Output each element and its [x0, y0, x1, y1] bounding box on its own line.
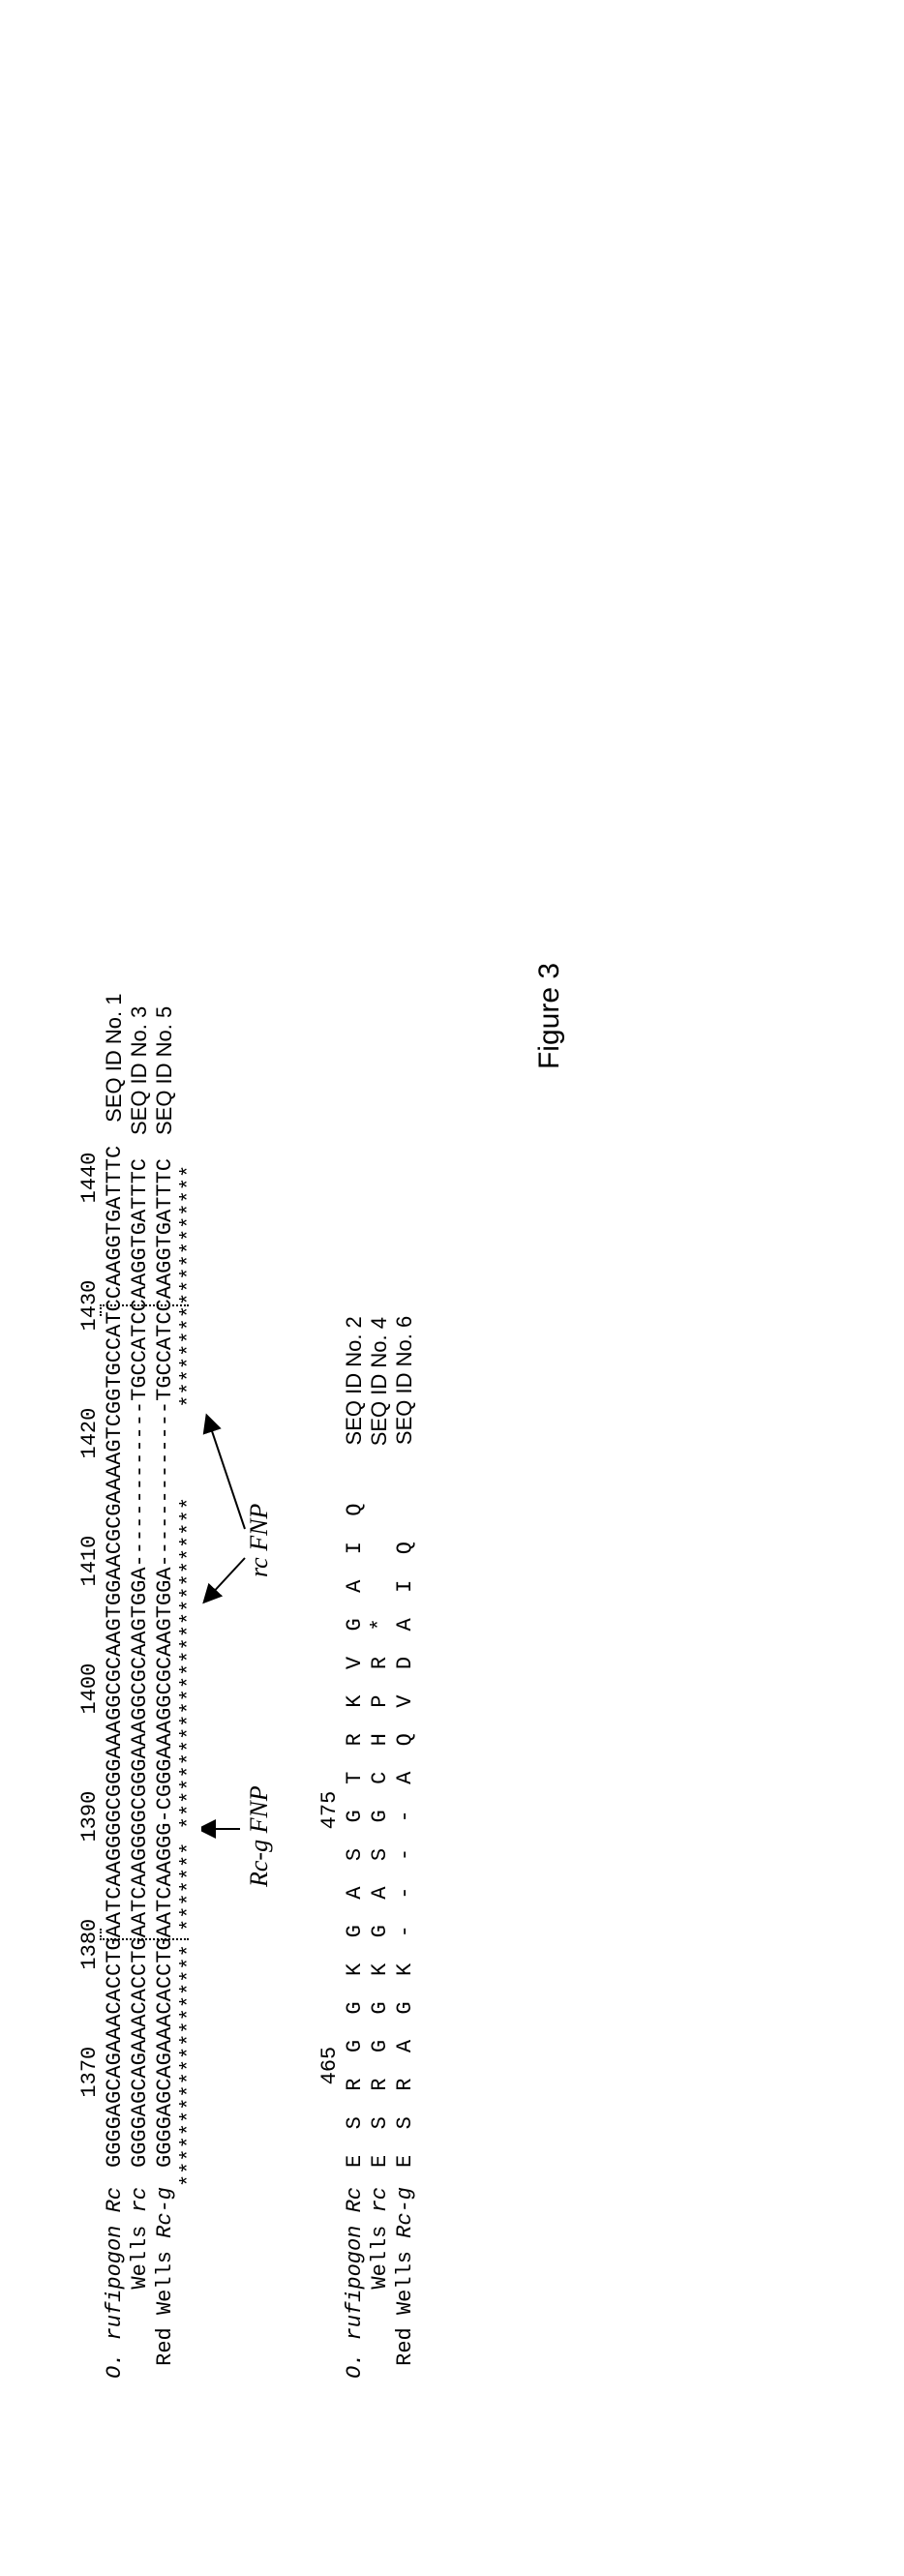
nt-position-ruler: 1370 1380 1390 1400 1410 1420 1430 1440 — [77, 97, 102, 2187]
nt-label-wells: Wells rc — [128, 2168, 152, 2419]
figure-caption: Figure 3 — [533, 97, 566, 1935]
aa-position-ruler: 465 475 — [317, 97, 342, 2187]
nt-row-wells: Wells rc GGGGAGCAGAAACACCTGAATCAAGGGGCGG… — [127, 97, 152, 2419]
nt-seq-rufipogon: GGGGAGCAGAAACACCTGAATCAAGGGGCGGGAAAGGCGC… — [103, 1146, 127, 2168]
aa-row-redwells: Red Wells Rc-g E S R A G K - - - - A Q V… — [392, 97, 417, 2419]
seqid-2: SEQ ID No. 2 — [342, 1316, 367, 1503]
nt-label-rufipogon: O. rufipogon Rc — [103, 2168, 127, 2419]
aa-seq-rufipogon: E S R G G K G A S G T R K V G A I Q — [343, 1503, 367, 2168]
seqid-1: SEQ ID No. 1 — [102, 994, 127, 1146]
nt-row-rufipogon: O. rufipogon Rc GGGGAGCAGAAACACCTGAATCAA… — [102, 97, 127, 2419]
aa-label-redwells: Red Wells Rc-g — [393, 2168, 417, 2419]
nt-label-redwells: Red Wells Rc-g — [153, 2168, 177, 2419]
fnp-annotation-row: Rc-g FNP rc FNP — [201, 97, 279, 2187]
intron-marker-left — [100, 1929, 189, 1940]
nt-consensus: ******************* ******* ************… — [177, 97, 201, 2187]
aa-row-wells: Wells rc E S R G G K G A S G C H P R * S… — [367, 97, 392, 2419]
seqid-4: SEQ ID No. 4 — [367, 1317, 392, 1618]
protein-alignment-block: 465 475 O. rufipogon Rc E S R G G K G A … — [317, 97, 417, 2419]
figure-container: 1370 1380 1390 1400 1410 1420 1430 1440 … — [77, 97, 566, 2419]
aa-label-rufipogon: O. rufipogon Rc — [343, 2168, 367, 2419]
aa-seq-redwells: E S R A G K - - - - A Q V D A I Q — [393, 1542, 417, 2168]
seqid-3: SEQ ID No. 3 — [127, 1006, 152, 1158]
aa-row-rufipogon: O. rufipogon Rc E S R G G K G A S G T R … — [342, 97, 367, 2419]
aa-label-wells: Wells rc — [368, 2168, 392, 2419]
aa-seq-wells: E S R G G K G A S G C H P R * — [368, 1618, 392, 2168]
fnp-rc-label: rc FNP — [245, 1504, 274, 1577]
seqid-5: SEQ ID No. 5 — [152, 1006, 177, 1158]
seqid-6: SEQ ID No. 6 — [392, 1316, 417, 1542]
intron-marker-right — [100, 1304, 189, 1316]
nt-row-redwells: Red Wells Rc-g GGGGAGCAGAAACACCTGAATCAAG… — [152, 97, 177, 2419]
fnp-rcg-label: Rc-g FNP — [245, 1785, 274, 1887]
